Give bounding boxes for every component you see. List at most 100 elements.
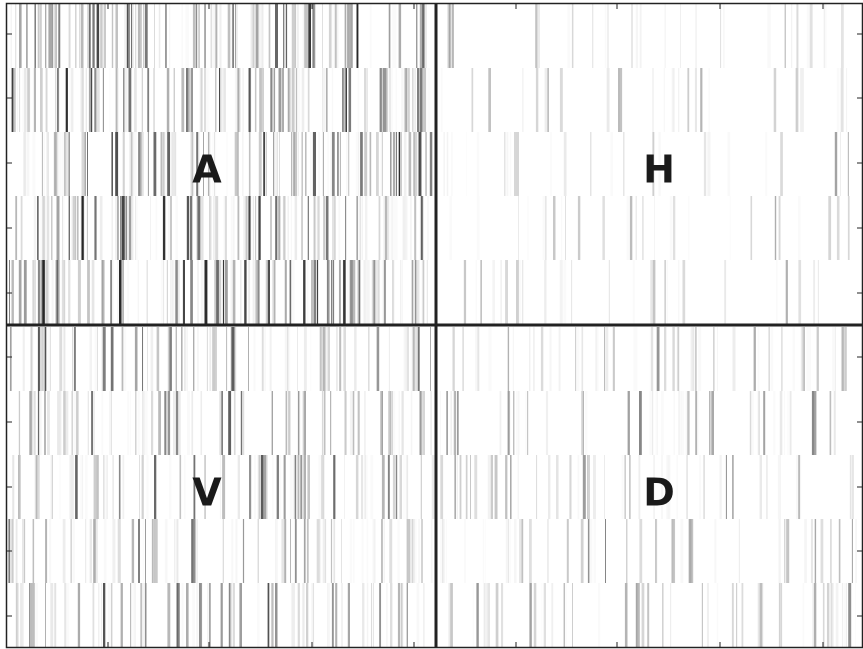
stripe [423,583,425,647]
stripe [281,68,284,132]
stripe [711,391,714,455]
stripe [291,132,293,196]
stripe [388,391,389,455]
stripe [678,260,680,324]
stripe [653,455,655,519]
stripe [383,196,386,260]
stripe [22,519,23,583]
stripe [187,68,190,132]
stripe [165,4,167,68]
stripe [801,68,804,132]
stripe [283,4,285,68]
stripe [311,583,313,647]
stripe [215,260,218,324]
stripe [673,391,675,455]
stripe [228,583,231,647]
stripe [265,260,267,324]
stripe [565,196,566,260]
stripe [87,260,90,324]
stripe [550,132,552,196]
stripe [386,196,390,260]
stripe [365,260,367,324]
stripe [267,583,270,647]
stripe [830,583,832,647]
stripe [489,327,492,391]
stripe [193,132,195,196]
stripe [331,583,334,647]
stripe [120,260,123,324]
stripe [302,583,305,647]
stripe [421,260,424,324]
stripe [285,260,287,324]
stripe [334,4,335,68]
stripe [201,260,204,324]
stripe [681,391,685,455]
stripe [237,455,240,519]
stripe-layer [8,4,857,647]
stripe [680,519,684,583]
stripe [244,260,247,324]
stripe [336,327,338,391]
stripe [389,68,392,132]
stripe [378,260,380,324]
stripe [727,132,731,196]
stripe [163,260,165,324]
stripe [366,260,370,324]
stripe [639,391,642,455]
stripe [167,391,171,455]
stripe [230,583,232,647]
stripe [829,391,832,455]
stripe [160,132,163,196]
stripe [820,519,824,583]
stripe [115,68,118,132]
stripe [565,583,567,647]
stripe [197,519,198,583]
stripe [563,583,565,647]
stripe [146,455,149,519]
stripe [154,4,155,68]
stripe [389,519,393,583]
stripe [425,132,427,196]
stripe [220,68,223,132]
panel-label: V [192,471,222,515]
stripe [544,68,548,132]
stripe [464,260,467,324]
stripe [54,132,56,196]
stripe [692,327,695,391]
stripe [204,260,208,324]
stripe [117,68,119,132]
stripe [780,583,783,647]
stripe [91,260,95,324]
stripe [349,4,352,68]
stripe [301,132,303,196]
stripe [689,519,692,583]
stripe [196,4,198,68]
stripe [656,327,660,391]
stripe [19,455,21,519]
stripe [276,455,279,519]
stripe [781,327,783,391]
stripe [809,327,811,391]
stripe [294,519,297,583]
stripe [154,519,158,583]
stripe [456,455,458,519]
stripe [121,196,125,260]
stripe [597,327,599,391]
stripe [209,327,211,391]
stripe [509,519,511,583]
stripe [215,68,217,132]
stripe [352,519,355,583]
stripe [813,583,817,647]
stripe [266,132,267,196]
stripe [103,4,106,68]
stripe [26,4,28,68]
stripe [324,327,327,391]
stripe [652,132,655,196]
stripe [169,455,172,519]
stripe [292,4,295,68]
stripe [587,519,590,583]
stripe [32,132,36,196]
stripe [272,260,276,324]
stripe [215,327,217,391]
stripe [446,132,449,196]
